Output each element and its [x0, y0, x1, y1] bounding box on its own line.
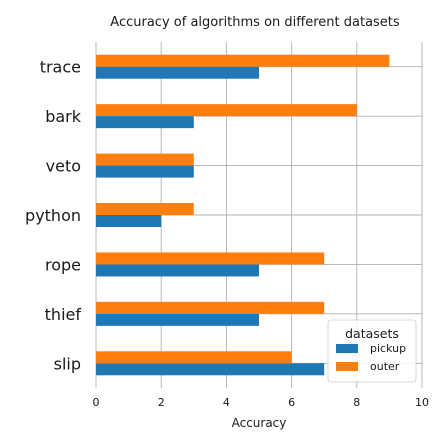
x-tick-label: 4 [223, 396, 230, 409]
x-tick-label: 6 [288, 396, 295, 409]
legend-swatch-pickup [336, 344, 358, 353]
category-label-slip: slip [54, 354, 81, 373]
bar-pickup-rope [96, 264, 259, 277]
category-label-veto: veto [46, 157, 81, 176]
legend-label-pickup: pickup [370, 342, 406, 355]
bar-outer-veto [96, 153, 194, 166]
legend-label-outer: outer [370, 360, 400, 373]
category-label-bark: bark [45, 107, 82, 126]
bar-pickup-bark [96, 116, 194, 129]
legend: datasets pickup outer [327, 319, 417, 383]
x-tick-labels: 0 2 4 6 8 10 [93, 396, 430, 409]
legend-swatch-outer [336, 362, 358, 371]
bar-outer-slip [96, 351, 292, 364]
legend-title: datasets [345, 326, 399, 341]
x-axis-label: Accuracy [232, 416, 287, 430]
category-label-python: python [25, 206, 81, 225]
bar-outer-thief [96, 301, 325, 314]
x-tick-label: 10 [415, 396, 429, 409]
bar-pickup-slip [96, 363, 325, 376]
bar-pickup-thief [96, 313, 259, 326]
bar-pickup-veto [96, 165, 194, 178]
bar-outer-python [96, 203, 194, 215]
category-labels: slip thief rope python veto bark trace [25, 58, 82, 374]
x-tick-label: 0 [93, 396, 100, 409]
category-label-trace: trace [40, 58, 81, 77]
bar-outer-bark [96, 104, 357, 117]
bar-pickup-trace [96, 66, 259, 79]
category-label-thief: thief [45, 305, 82, 324]
bar-outer-trace [96, 54, 390, 67]
chart-title: Accuracy of algorithms on different data… [110, 15, 400, 30]
category-label-rope: rope [45, 255, 81, 274]
x-tick-label: 8 [353, 396, 360, 409]
bar-outer-rope [96, 252, 325, 265]
bar-pickup-python [96, 215, 162, 227]
x-tick-label: 2 [158, 396, 165, 409]
bars [96, 54, 390, 376]
